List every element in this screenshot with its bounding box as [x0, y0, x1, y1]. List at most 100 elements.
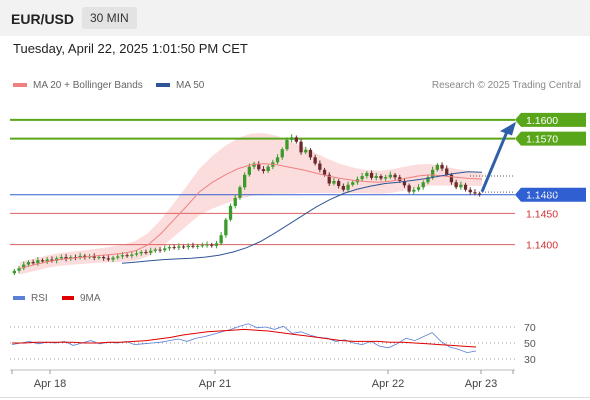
candle-body — [125, 255, 129, 257]
candle-body — [318, 163, 322, 170]
bollinger-band — [20, 133, 482, 275]
legend-rsi-label: RSI — [31, 293, 48, 304]
candle-body — [365, 172, 369, 177]
candle-body — [435, 164, 439, 170]
candle-body — [153, 249, 157, 251]
candle-body — [205, 244, 209, 246]
candle-body — [275, 157, 280, 163]
x-tick-label: Apr 22 — [372, 378, 404, 390]
candle-body — [247, 166, 251, 175]
candle-body — [106, 258, 110, 260]
candle-body — [97, 257, 101, 259]
level-label-1.1450: 1.1450 — [526, 208, 558, 220]
x-tick-label: Apr 18 — [34, 378, 66, 390]
candle-body — [186, 245, 190, 248]
projection-arrowhead — [500, 121, 516, 136]
candle-body — [468, 189, 472, 193]
candle-body — [144, 252, 148, 254]
candle-body — [45, 259, 49, 262]
candle-body — [407, 185, 411, 192]
projection-arrow — [480, 128, 510, 193]
candle-body — [214, 243, 219, 246]
rsi-level-label: 70 — [524, 322, 536, 334]
candle-body — [412, 189, 416, 192]
legend-rsi-swatch — [13, 296, 25, 301]
candle-body — [299, 141, 303, 153]
candle-body — [102, 257, 106, 259]
candle-body — [177, 246, 181, 248]
rsi-level-label: 30 — [524, 354, 536, 366]
candle-body — [64, 257, 68, 259]
candle-body — [379, 176, 383, 179]
candle-body — [431, 169, 435, 178]
candle-body — [252, 163, 256, 167]
rsi-level-label: 50 — [524, 338, 536, 350]
candle-body — [228, 205, 233, 220]
candle-body — [454, 182, 458, 188]
timeframe-button[interactable]: 30 MIN — [82, 7, 137, 29]
candle-body — [402, 181, 407, 186]
candle-body — [463, 184, 468, 190]
candle-body — [266, 166, 270, 172]
candle-body — [313, 157, 317, 164]
symbol-label: EUR/USD — [11, 11, 75, 27]
candle-body — [31, 262, 35, 264]
candle-body — [26, 262, 31, 265]
candle-body — [163, 248, 167, 251]
candle-body — [219, 235, 223, 244]
candle-body — [78, 255, 82, 258]
candle-body — [304, 149, 308, 153]
candle-body — [360, 176, 364, 180]
legend-ma20: MA 20 + Bollinger Bands — [13, 80, 143, 91]
candle-body — [346, 184, 350, 190]
candle-body — [191, 245, 195, 247]
candle-body — [111, 257, 115, 260]
chart-header: EUR/USD 30 MIN — [0, 0, 590, 36]
candle-body — [327, 174, 331, 184]
candle-body — [393, 174, 397, 178]
candle-body — [440, 164, 444, 169]
candle-body — [210, 244, 214, 246]
legend-ma50-swatch — [156, 83, 170, 88]
candle-body — [134, 253, 139, 255]
last-price-label: 1.1480 — [527, 186, 559, 198]
level-label-1.1480: 1.1480 — [526, 190, 558, 202]
candle-body — [416, 187, 421, 190]
candle-body — [50, 259, 54, 261]
candle-body — [341, 186, 345, 190]
rsi-line — [11, 323, 477, 354]
level-label-1.1600: 1.1600 — [526, 115, 558, 127]
ma20-line — [19, 163, 483, 269]
candle-body — [238, 187, 242, 198]
candle-body — [149, 250, 153, 253]
candle-body — [337, 181, 341, 187]
candle-body — [36, 260, 40, 264]
candle-body — [261, 169, 266, 172]
candle-body — [12, 270, 16, 274]
candle-body — [196, 245, 200, 247]
candle-body — [369, 172, 374, 178]
legend-ma20-swatch — [13, 83, 27, 88]
candle-body — [478, 193, 482, 195]
legend-9ma-swatch — [62, 296, 74, 301]
rsi-9ma-line — [12, 328, 477, 348]
legend-ma50: MA 50 — [156, 80, 204, 91]
candle-body — [426, 177, 430, 183]
candle-body — [233, 197, 237, 206]
candle-body — [120, 255, 125, 257]
candle-body — [473, 192, 477, 194]
candle-body — [116, 256, 120, 258]
candle-body — [243, 174, 247, 188]
chart-datetime: Tuesday, April 22, 2025 1:01:50 PM CET — [13, 41, 248, 56]
candle-body — [167, 247, 172, 249]
candle-body — [459, 184, 463, 188]
candle-body — [449, 174, 454, 183]
candle-body — [285, 139, 289, 150]
level-tag-1.1480 — [515, 187, 586, 202]
candle-body — [332, 181, 336, 184]
legend-9ma: 9MA — [62, 293, 101, 304]
candle-body — [200, 245, 204, 247]
candle-body — [322, 169, 327, 175]
level-tag-1.1600 — [515, 112, 586, 127]
